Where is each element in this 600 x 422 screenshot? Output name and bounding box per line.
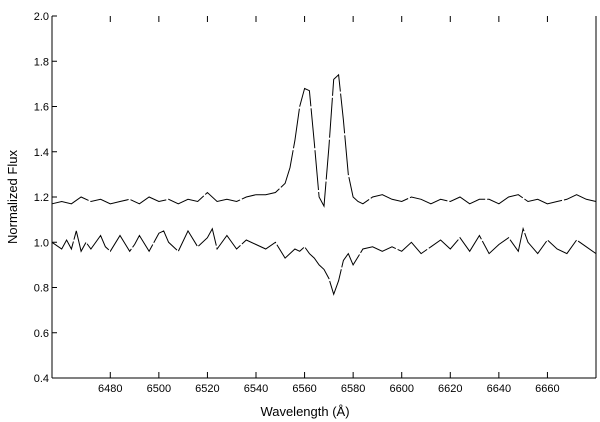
x-tick-label: 6480 [98,383,122,395]
x-tick-label: 6660 [535,383,559,395]
y-tick-label: 0.8 [34,283,49,295]
emission-spectrum-line [51,73,597,208]
y-tick-label: 1.2 [34,192,49,204]
x-tick-label: 6560 [292,383,316,395]
y-tick-label: 1.4 [34,147,49,159]
spectrum-series [51,73,597,296]
x-tick-label: 6500 [147,383,171,395]
y-tick-label: 0.4 [34,373,49,385]
y-tick-label: 2.0 [34,11,49,23]
plot-frame [51,16,597,379]
y-tick-label: 0.6 [34,328,49,340]
y-tick-label: 1.8 [34,56,49,68]
y-axis-title: Normalized Flux [5,150,20,244]
x-tick-label: 6520 [195,383,219,395]
axis-ticks: 0.4 0.6 0.8 1.0 1.2 1.4 1.6 1.8 2.0 6480 6500 6520 6… [34,11,560,395]
x-tick-label: 6600 [389,383,413,395]
x-tick-label: 6580 [341,383,365,395]
y-tick-label: 1.6 [34,102,49,114]
x-tick-label: 6640 [487,383,511,395]
absorption-spectrum-line [51,226,597,296]
x-axis-title: Wavelength (Å) [260,404,349,419]
x-tick-label: 6620 [438,383,462,395]
y-tick-label: 1.0 [34,237,49,249]
x-tick-label: 6540 [244,383,268,395]
